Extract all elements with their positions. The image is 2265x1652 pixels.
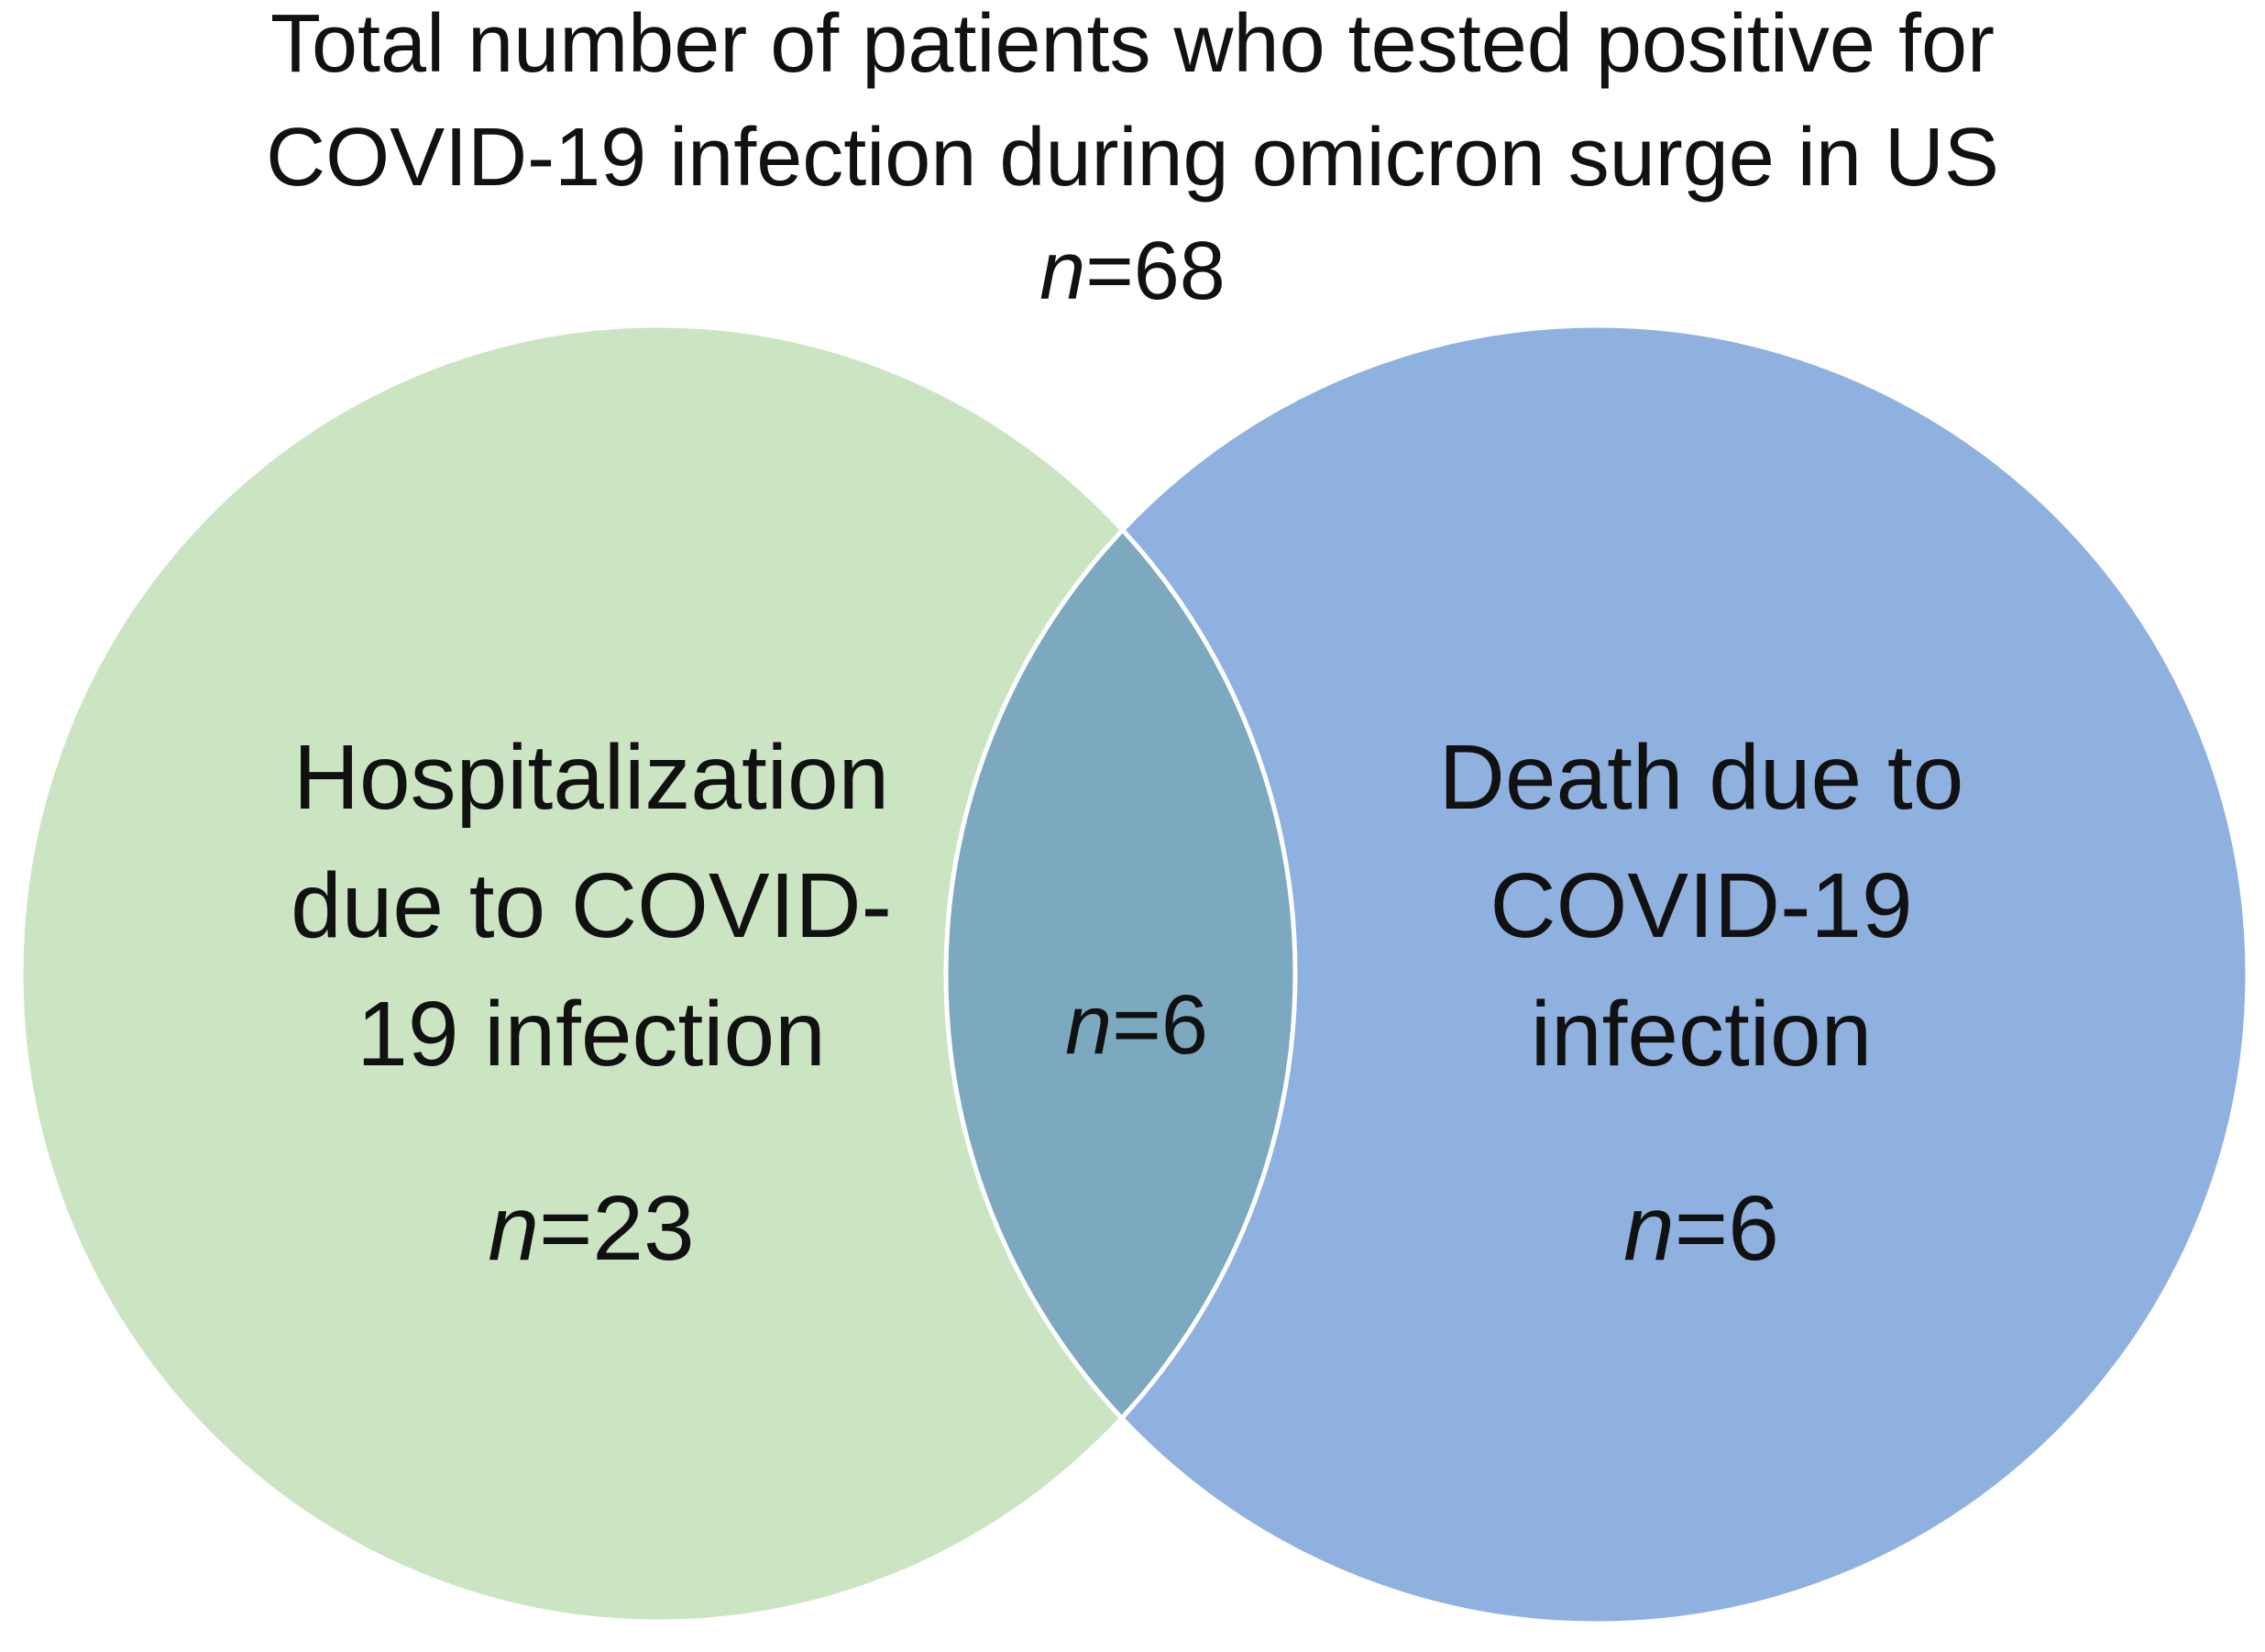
figure-title-line-1: Total number of patients who tested posi… — [269, 0, 1996, 90]
intersection-n-symbol: n — [1064, 978, 1113, 1072]
left-n-value: =23 — [538, 1177, 695, 1280]
total-n-symbol: n — [1039, 226, 1086, 317]
left-set-line-3: 19 infection — [357, 983, 826, 1085]
left-circle-outline — [18, 323, 1298, 1624]
intersection-n-value: =6 — [1112, 978, 1209, 1072]
right-set-line-2: COVID-19 — [1490, 854, 1913, 957]
right-n-value: =6 — [1674, 1177, 1779, 1280]
left-circle-hospitalization — [21, 325, 1295, 1622]
right-circle-death — [946, 325, 2248, 1624]
intersection-n: n=6 — [1065, 983, 1208, 1067]
left-set-line-2: due to COVID- — [291, 854, 892, 957]
left-n-symbol: n — [488, 1177, 539, 1280]
right-set-label: Death due to COVID-19 infection n=6 — [1439, 713, 1964, 1293]
right-circle-outline — [943, 323, 2250, 1626]
left-set-label: Hospitalization due to COVID- 19 infecti… — [291, 713, 892, 1293]
left-set-n: n=23 — [291, 1164, 892, 1293]
left-set-line-1: Hospitalization — [292, 726, 890, 829]
total-n-value: =68 — [1085, 226, 1226, 317]
figure-title: Total number of patients who tested posi… — [0, 0, 2265, 328]
right-set-line-3: infection — [1530, 983, 1873, 1085]
figure-title-line-2: COVID-19 infection during omicron surge … — [266, 112, 1999, 204]
right-set-line-1: Death due to — [1438, 726, 1964, 829]
right-n-symbol: n — [1623, 1177, 1675, 1280]
right-set-n: n=6 — [1439, 1164, 1964, 1293]
figure-total-n: n=68 — [0, 215, 2265, 328]
